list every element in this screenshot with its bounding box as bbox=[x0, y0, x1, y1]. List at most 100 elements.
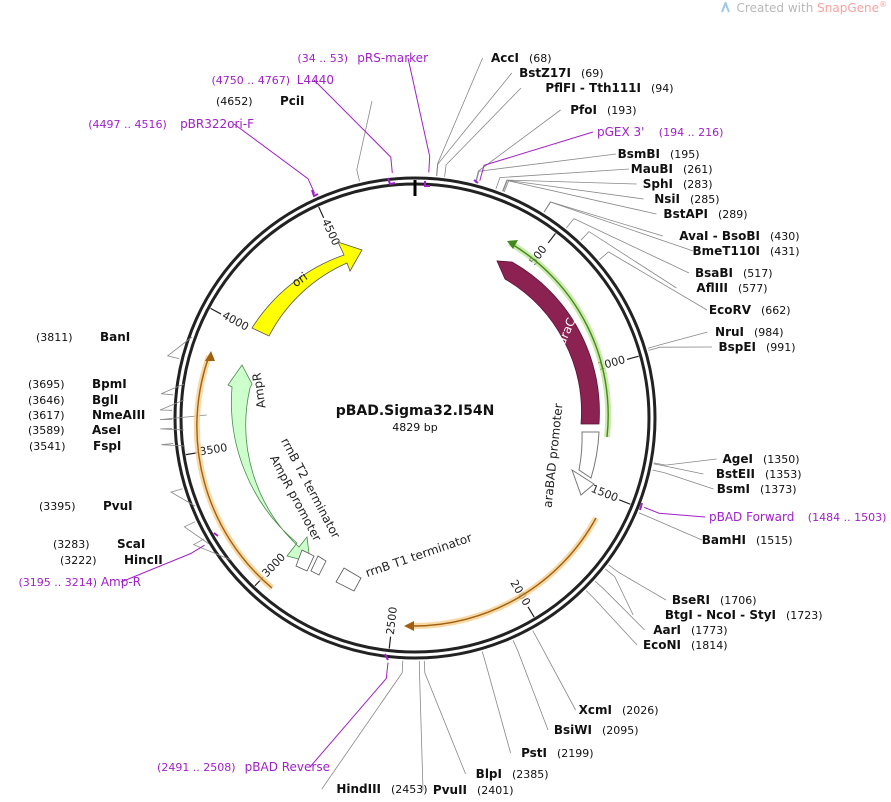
araBAD-promoter-feature bbox=[579, 432, 599, 478]
site-name: FspI bbox=[93, 439, 121, 453]
site-name: PstI bbox=[521, 746, 547, 760]
primer-range: (194 .. 216) bbox=[659, 126, 724, 139]
primer-leader bbox=[234, 124, 315, 193]
primer-name: Amp-R bbox=[101, 575, 141, 589]
site-leader bbox=[605, 569, 633, 615]
site-name: BmeT110I bbox=[693, 244, 761, 258]
site-position: (283) bbox=[683, 178, 713, 191]
site-name: SphI bbox=[643, 177, 673, 191]
site-name: PfoI bbox=[570, 103, 597, 117]
site-leader bbox=[357, 101, 372, 181]
site-leader bbox=[322, 661, 403, 789]
site-leader bbox=[161, 384, 184, 395]
site-leader bbox=[654, 459, 717, 465]
site-name: BspEI bbox=[718, 340, 756, 354]
scale-tick bbox=[627, 356, 639, 359]
primer-leader bbox=[480, 132, 593, 181]
primer-mark-ampr bbox=[214, 533, 218, 536]
site-name: MauBI bbox=[631, 162, 673, 176]
site-leader bbox=[599, 252, 707, 310]
site-leader bbox=[544, 202, 663, 236]
site-position: (991) bbox=[766, 341, 796, 354]
site-leader bbox=[652, 470, 713, 489]
site-position: (1773) bbox=[691, 624, 728, 637]
site-name: BanI bbox=[100, 330, 130, 344]
site-name: NsiI bbox=[654, 192, 680, 206]
site-name: EcoNI bbox=[643, 638, 681, 652]
ori-feature bbox=[252, 242, 362, 336]
site-position: (193) bbox=[607, 104, 637, 117]
feature-label-araBAD-promoter: araBAD promoter bbox=[541, 403, 566, 509]
site-position: (3617) bbox=[28, 409, 65, 422]
site-position: (69) bbox=[581, 67, 604, 80]
site-name: BtgI - NcoI - StyI bbox=[665, 608, 776, 622]
primer-name: pBR322ori-F bbox=[180, 117, 254, 131]
rrnB-T1-terminator-feature bbox=[336, 568, 361, 591]
site-position: (3222) bbox=[60, 554, 97, 567]
site-name: AarI bbox=[653, 623, 681, 637]
primer-mark-pgex bbox=[474, 180, 478, 183]
site-leader bbox=[482, 652, 510, 754]
scale-tick-label: 3000 bbox=[259, 551, 288, 580]
site-position: (1814) bbox=[691, 639, 728, 652]
site-leader bbox=[648, 332, 708, 348]
scale-tick bbox=[319, 207, 324, 218]
site-name: BamHI bbox=[702, 533, 746, 547]
site-position: (3589) bbox=[28, 424, 65, 437]
primer-range: (34 .. 53) bbox=[297, 52, 348, 65]
primer-leader bbox=[408, 58, 430, 172]
site-name: BstAPI bbox=[663, 207, 708, 221]
rrnB-T2-terminator-feature bbox=[311, 556, 326, 575]
site-position: (3283) bbox=[53, 538, 90, 551]
site-leader bbox=[654, 464, 704, 474]
primer-range: (4497 .. 4516) bbox=[88, 118, 167, 131]
site-labels: AccI (68)BstZ17I (69)PflFI - Tth111I (94)Pf… bbox=[18, 51, 886, 797]
site-name: BsmI bbox=[717, 482, 750, 496]
site-position: (3695) bbox=[28, 378, 65, 391]
site-position: (1350) bbox=[763, 453, 800, 466]
site-leader bbox=[503, 180, 643, 199]
site-position: (1373) bbox=[760, 483, 797, 496]
scale-tick bbox=[211, 308, 222, 314]
site-name: BsaBI bbox=[695, 266, 733, 280]
site-name: BsiWI bbox=[554, 723, 592, 737]
site-position: (1353) bbox=[765, 468, 802, 481]
site-position: (3811) bbox=[36, 331, 73, 344]
site-name: PflFI - Tth111I bbox=[545, 81, 641, 95]
site-position: (1515) bbox=[756, 534, 793, 547]
site-position: (261) bbox=[683, 163, 713, 176]
orf-right-glow bbox=[412, 518, 596, 626]
site-name: PvuII bbox=[433, 783, 467, 797]
site-name: AseI bbox=[92, 423, 121, 437]
primer-mark-pbr322 bbox=[312, 190, 318, 196]
site-position: (3646) bbox=[28, 394, 65, 407]
site-name: AgeI bbox=[723, 452, 753, 466]
site-leader bbox=[496, 169, 629, 189]
plasmid-size: 4829 bp bbox=[392, 421, 437, 434]
feature-label-rrnB-T1-terminator: rrnB T1 terminator bbox=[364, 530, 474, 580]
site-name: NruI bbox=[715, 325, 744, 339]
site-name: BsmBI bbox=[618, 147, 660, 161]
site-position: (195) bbox=[670, 148, 700, 161]
site-name: HindIII bbox=[336, 782, 381, 796]
site-position: (285) bbox=[690, 193, 720, 206]
site-name: AvaI - BsoBI bbox=[679, 229, 760, 243]
araC-feature bbox=[497, 261, 599, 424]
primer-name: L4440 bbox=[297, 73, 334, 87]
site-leader bbox=[648, 347, 712, 351]
site-position: (2385) bbox=[512, 768, 549, 781]
site-name: PciI bbox=[280, 94, 305, 108]
site-name: EcoRV bbox=[709, 303, 752, 317]
site-position: (289) bbox=[718, 208, 748, 221]
site-leader bbox=[586, 591, 637, 646]
scale-tick bbox=[528, 607, 534, 617]
primer-name: pBAD Reverse bbox=[245, 760, 330, 774]
site-position: (4652) bbox=[216, 95, 253, 108]
site-position: (2095) bbox=[602, 724, 639, 737]
scale-tick bbox=[619, 500, 630, 504]
site-position: (3541) bbox=[29, 440, 66, 453]
site-position: (1723) bbox=[786, 609, 823, 622]
plasmid-name: pBAD.Sigma32.I54N bbox=[336, 403, 495, 419]
site-position: (2026) bbox=[622, 704, 659, 717]
